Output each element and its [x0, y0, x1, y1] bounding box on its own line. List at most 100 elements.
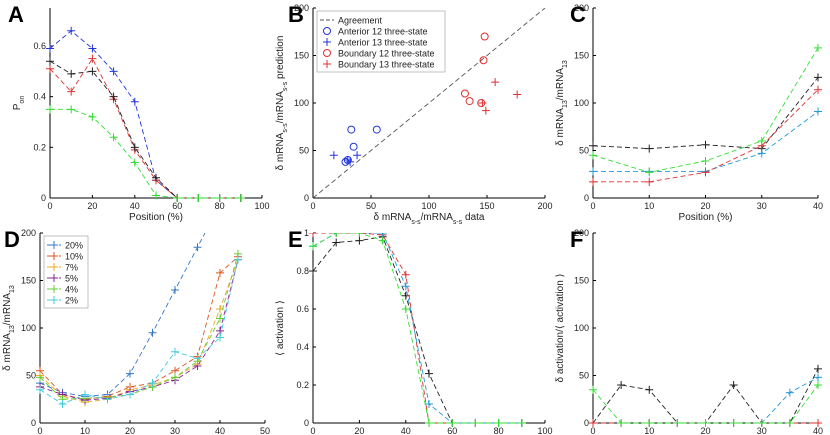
point — [234, 255, 242, 264]
point — [589, 419, 597, 427]
y-tick-label: 0 — [31, 418, 36, 428]
y-axis-label: δ mRNAs-s/mRNAs-s prediction — [275, 36, 289, 171]
series-line — [312, 8, 546, 199]
point — [216, 333, 224, 342]
series-line — [592, 368, 819, 424]
point — [173, 194, 182, 202]
y-tick-label: 200 — [574, 228, 589, 238]
panel-letter: E — [288, 227, 303, 252]
point — [701, 168, 710, 177]
point — [193, 354, 202, 363]
panel: F010203040050100150200Position (%)δ acti… — [555, 227, 823, 435]
y-tick-label: 100 — [574, 98, 589, 108]
legend-marker — [50, 274, 58, 282]
x-tick-label: 200 — [537, 201, 552, 211]
x-tick-label: 40 — [215, 426, 225, 435]
y-tick-label: 0.2 — [33, 142, 46, 152]
point — [589, 385, 597, 394]
point — [130, 97, 139, 106]
point — [148, 328, 157, 337]
series-line — [592, 47, 819, 173]
legend-marker — [323, 38, 331, 46]
series-line — [39, 256, 239, 400]
series-line — [49, 30, 241, 199]
legend-label: Anterior 13 three-state — [338, 38, 428, 48]
x-axis-label-part: Position (%) — [679, 212, 733, 223]
point — [309, 233, 317, 237]
series-line — [312, 236, 522, 424]
point — [589, 151, 597, 160]
y-axis-label-part: δ mRNA — [275, 132, 286, 170]
point — [757, 137, 766, 145]
series-line — [313, 233, 522, 424]
point — [126, 390, 134, 399]
series-line — [39, 253, 239, 400]
legend-marker — [50, 263, 58, 271]
y-tick-label: 100 — [21, 323, 36, 333]
y-tick-label: 0.4 — [296, 342, 309, 352]
y-axis-label-part: /mRNA — [555, 68, 566, 101]
x-tick-label: 30 — [757, 201, 767, 211]
point — [757, 149, 766, 158]
y-axis-label: δ mRNA13/mRNA13 — [2, 285, 16, 371]
point — [589, 167, 597, 176]
panel-letter: B — [288, 2, 304, 27]
x-tick-label: 20 — [354, 426, 364, 435]
point — [46, 64, 54, 73]
x-tick-label: 0 — [590, 426, 595, 435]
point — [216, 314, 224, 323]
plot-area — [312, 8, 546, 199]
x-axis-label-part: s-s — [453, 219, 463, 226]
point — [814, 107, 822, 116]
point — [103, 395, 112, 404]
x-tick-label: 50 — [260, 426, 270, 435]
point — [401, 305, 410, 313]
plot-area — [589, 364, 822, 427]
x-tick-label: 0 — [590, 201, 595, 211]
x-tick-label: 150 — [479, 201, 494, 211]
legend-label: Agreement — [338, 16, 383, 26]
point — [645, 419, 654, 427]
point — [425, 369, 433, 378]
x-tick-label: 40 — [813, 426, 823, 435]
point — [236, 194, 245, 202]
point — [332, 238, 341, 247]
legend-marker — [323, 60, 331, 68]
series-line — [312, 233, 522, 424]
point — [67, 105, 76, 114]
x-tick-label: 10 — [80, 426, 90, 435]
y-axis-label-part: δ mRNA — [2, 333, 13, 371]
point — [109, 67, 118, 76]
point — [88, 44, 97, 53]
y-axis-label-part: ⟨ activation ⟩ — [275, 300, 286, 356]
y-tick-label: 1 — [304, 228, 309, 238]
y-axis-label: δ mRNA13/mRNA13 — [555, 60, 569, 146]
point — [355, 233, 364, 237]
point — [346, 157, 355, 166]
y-axis-label-part: s-s — [282, 81, 289, 91]
point — [152, 173, 160, 182]
y-tick-label: 50 — [299, 146, 309, 156]
legend-marker — [50, 241, 58, 249]
plot-area — [589, 43, 822, 186]
point — [814, 43, 822, 52]
y-axis-label-part: on — [19, 96, 26, 104]
y-tick-label: 0 — [41, 193, 46, 203]
series-line — [39, 259, 239, 403]
y-axis-label-part: 13 — [562, 100, 569, 108]
point — [378, 236, 387, 245]
point — [480, 32, 489, 41]
point — [130, 143, 139, 152]
x-tick-label: 20 — [700, 201, 710, 211]
point — [494, 419, 503, 427]
legend-label: Boundary 12 three-state — [338, 49, 435, 59]
x-tick-label: 60 — [447, 426, 457, 435]
point — [401, 282, 410, 291]
plot-area — [36, 233, 242, 408]
x-axis-label-part: Position (%) — [129, 212, 183, 223]
plot-area — [309, 233, 526, 427]
y-tick-label: 0 — [304, 193, 309, 203]
point — [332, 233, 341, 237]
